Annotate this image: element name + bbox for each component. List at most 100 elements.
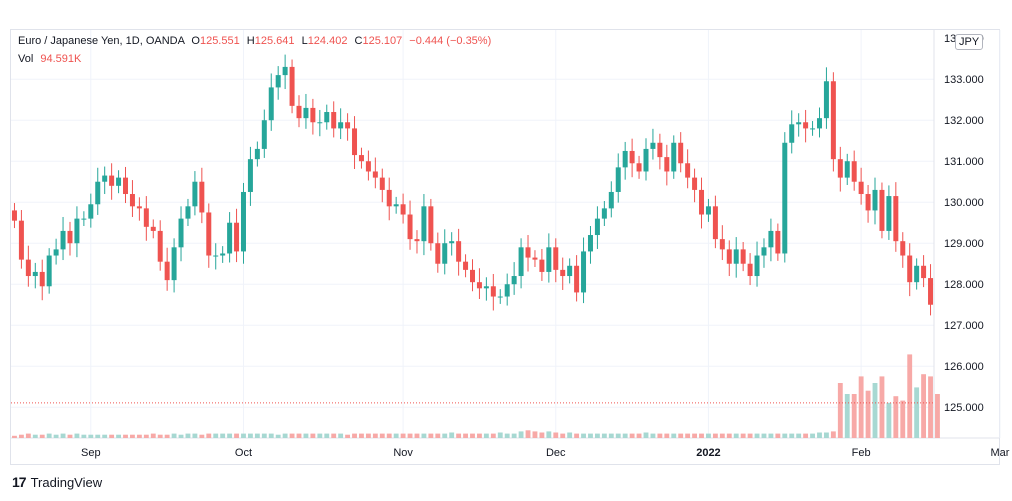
candle bbox=[129, 180, 135, 217]
price-axis: 133.000 132.000 131.000 130.000 129.000 128.0… bbox=[944, 33, 984, 414]
y-tick-label: 127.000 bbox=[944, 320, 984, 332]
volume-bar bbox=[525, 430, 531, 438]
volume-bar bbox=[692, 433, 698, 438]
volume-bar bbox=[643, 432, 649, 438]
candle bbox=[539, 248, 545, 281]
candle-body bbox=[796, 122, 802, 125]
candle bbox=[775, 223, 781, 261]
candles bbox=[11, 54, 934, 316]
candle bbox=[581, 237, 587, 304]
candle-body bbox=[365, 161, 371, 172]
volume-bar bbox=[365, 433, 371, 438]
candle bbox=[851, 150, 857, 191]
volume-bar bbox=[615, 433, 621, 438]
candle-body bbox=[594, 218, 600, 236]
tradingview-logo[interactable]: 17 TradingView bbox=[12, 474, 102, 490]
volume-bar bbox=[886, 402, 892, 438]
volume-bar bbox=[928, 376, 933, 438]
candle bbox=[803, 109, 809, 143]
candle bbox=[136, 197, 142, 221]
volume-bar bbox=[782, 433, 788, 438]
candle-body bbox=[504, 284, 510, 297]
volume-bar bbox=[192, 433, 198, 438]
candle bbox=[865, 184, 871, 223]
candle-body bbox=[254, 148, 260, 160]
price-chart[interactable]: 133.000 132.000 131.000 130.000 129.000 128.0… bbox=[0, 0, 1012, 470]
candle bbox=[532, 250, 538, 268]
volume-bar bbox=[511, 433, 517, 438]
candle bbox=[178, 206, 184, 262]
volume-bar bbox=[185, 433, 191, 438]
volume-bar bbox=[567, 432, 573, 438]
candle-body bbox=[574, 265, 580, 293]
candle-body bbox=[921, 265, 927, 279]
candle-body bbox=[95, 181, 101, 205]
candle bbox=[310, 98, 316, 135]
candle-body bbox=[775, 230, 781, 254]
candle-body bbox=[407, 214, 413, 240]
volume-bar bbox=[310, 433, 316, 438]
candle bbox=[823, 67, 829, 129]
volume-bar bbox=[664, 433, 670, 438]
volume-bar bbox=[407, 433, 413, 438]
candle bbox=[671, 135, 677, 179]
candle-body bbox=[692, 177, 698, 190]
volume-bar bbox=[421, 433, 427, 438]
candle-body bbox=[914, 265, 920, 283]
candle-body bbox=[282, 66, 288, 76]
volume-bar bbox=[123, 434, 128, 438]
candle bbox=[733, 237, 739, 278]
candle-body bbox=[761, 247, 767, 256]
candle-body bbox=[178, 218, 184, 248]
candle-body bbox=[719, 239, 725, 250]
candle-body bbox=[518, 247, 524, 277]
candle-body bbox=[928, 278, 934, 305]
candle bbox=[171, 238, 177, 293]
volume-bar bbox=[296, 433, 302, 438]
volume-bar bbox=[164, 434, 170, 438]
candle bbox=[740, 241, 746, 272]
candle-body bbox=[643, 148, 649, 172]
candle bbox=[254, 141, 260, 167]
candle bbox=[275, 66, 281, 100]
volume-bar bbox=[331, 433, 337, 438]
candle bbox=[282, 54, 288, 90]
volume-bar bbox=[32, 434, 38, 438]
candle-body bbox=[851, 161, 857, 182]
candle-body bbox=[650, 142, 656, 149]
high-value: 125.641 bbox=[254, 35, 295, 47]
candle bbox=[768, 218, 774, 262]
volume-bar bbox=[497, 432, 503, 438]
volume-bar bbox=[601, 433, 607, 438]
currency-badge[interactable]: JPY bbox=[955, 34, 984, 50]
volume-bar bbox=[282, 433, 288, 438]
volume-bar bbox=[289, 433, 295, 438]
volume-bar bbox=[18, 434, 24, 438]
volume-bar bbox=[81, 434, 87, 438]
candle-body bbox=[317, 122, 323, 124]
candle bbox=[636, 155, 642, 179]
candle bbox=[879, 182, 885, 239]
candle bbox=[837, 146, 843, 192]
candle bbox=[213, 243, 219, 270]
volume-bar bbox=[914, 387, 920, 438]
candle bbox=[900, 232, 906, 268]
volume-bar bbox=[921, 374, 927, 438]
candle bbox=[358, 147, 364, 169]
candle-body bbox=[171, 247, 177, 281]
candle-body bbox=[25, 259, 31, 277]
candle-body bbox=[275, 75, 281, 88]
candle bbox=[907, 243, 913, 297]
candle-body bbox=[678, 142, 684, 164]
volume-bar bbox=[428, 433, 434, 438]
candle bbox=[699, 177, 705, 229]
volume-bar bbox=[657, 433, 663, 438]
candle-body bbox=[338, 122, 344, 129]
candle-body bbox=[67, 230, 73, 244]
candle-body bbox=[428, 206, 434, 244]
volume-bar bbox=[706, 433, 711, 438]
volume-bar bbox=[539, 432, 545, 438]
volume-bar bbox=[95, 434, 101, 438]
candle bbox=[317, 109, 323, 137]
candle bbox=[456, 228, 462, 276]
